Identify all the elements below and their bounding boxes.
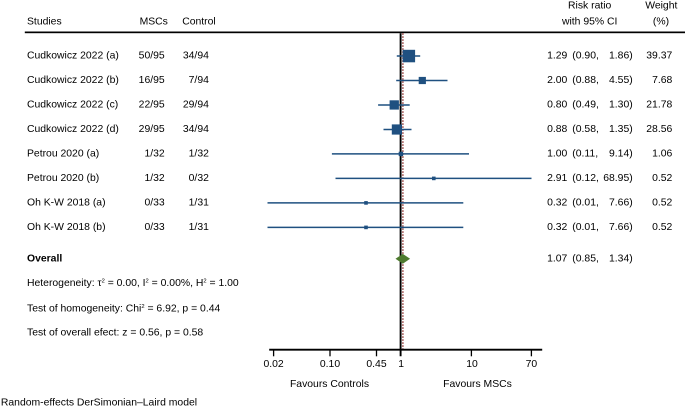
svg-text:(%): (%) [653,17,669,28]
svg-text:(0.49,: (0.49, [572,100,599,111]
svg-text:1: 1 [398,359,404,370]
svg-text:2.00: 2.00 [547,75,567,86]
svg-text:0.88: 0.88 [547,124,567,135]
svg-text:0.80: 0.80 [547,100,567,111]
svg-text:(0.01,: (0.01, [572,198,599,209]
svg-text:Risk ratio: Risk ratio [568,1,612,12]
svg-text:39.37: 39.37 [646,51,672,62]
svg-text:1.35): 1.35) [609,124,633,135]
svg-text:0/33: 0/33 [144,222,164,233]
svg-text:4.55): 4.55) [609,75,633,86]
svg-text:22/95: 22/95 [139,100,165,111]
svg-text:0/33: 0/33 [144,198,164,209]
svg-text:1.86): 1.86) [609,51,633,62]
svg-text:(0.85,: (0.85, [572,253,599,264]
svg-text:Petrou 2020 (a): Petrou 2020 (a) [27,149,99,160]
svg-text:68.95): 68.95) [603,173,632,184]
svg-text:Cudkowicz 2022 (b): Cudkowicz 2022 (b) [27,75,119,86]
svg-text:7.66): 7.66) [609,222,633,233]
svg-text:(0.90,: (0.90, [572,51,599,62]
svg-text:with 95% CI: with 95% CI [561,17,617,28]
svg-text:7/94: 7/94 [189,75,209,86]
svg-text:Test of overall efect: z = 0.5: Test of overall efect: z = 0.56, p = 0.5… [27,328,203,339]
svg-text:Oh K-W 2018 (a): Oh K-W 2018 (a) [27,198,106,209]
svg-text:1/32: 1/32 [144,173,164,184]
svg-text:1.06: 1.06 [652,149,672,160]
svg-text:0.32: 0.32 [547,198,567,209]
svg-text:0.45: 0.45 [366,359,386,370]
svg-text:1/31: 1/31 [189,198,209,209]
svg-text:0.32: 0.32 [547,222,567,233]
svg-text:0.52: 0.52 [652,173,672,184]
svg-text:Cudkowicz 2022 (c): Cudkowicz 2022 (c) [27,100,118,111]
svg-text:16/95: 16/95 [139,75,165,86]
svg-text:Random-effects DerSimonian–Lai: Random-effects DerSimonian–Laird model [1,398,197,409]
svg-text:0/32: 0/32 [189,173,209,184]
svg-text:1.29: 1.29 [547,51,567,62]
svg-text:0.02: 0.02 [263,359,283,370]
svg-text:1/31: 1/31 [189,222,209,233]
svg-text:1.00: 1.00 [547,149,567,160]
svg-text:50/95: 50/95 [139,51,165,62]
svg-text:29/95: 29/95 [139,124,165,135]
svg-text:2.91: 2.91 [547,173,567,184]
svg-text:34/94: 34/94 [183,124,209,135]
svg-text:Petrou 2020 (b): Petrou 2020 (b) [27,173,99,184]
svg-text:9.14): 9.14) [609,149,633,160]
svg-text:7.66): 7.66) [609,198,633,209]
svg-text:Studies: Studies [27,17,62,28]
svg-text:1.30): 1.30) [609,100,633,111]
svg-text:Oh K-W 2018 (b): Oh K-W 2018 (b) [27,222,106,233]
svg-text:70: 70 [526,359,538,370]
svg-text:1/32: 1/32 [144,149,164,160]
svg-text:Control: Control [182,17,216,28]
svg-text:1.34): 1.34) [609,253,633,264]
svg-text:0.52: 0.52 [652,198,672,209]
svg-text:(0.88,: (0.88, [572,75,599,86]
svg-text:7.68: 7.68 [652,75,672,86]
svg-text:Overall: Overall [27,253,62,264]
svg-text:Favours MSCs: Favours MSCs [443,379,512,390]
svg-text:34/94: 34/94 [183,51,209,62]
svg-text:Cudkowicz 2022 (d): Cudkowicz 2022 (d) [27,124,119,135]
svg-text:MSCs: MSCs [140,17,168,28]
svg-text:28.56: 28.56 [646,124,672,135]
svg-text:Favours Controls: Favours Controls [290,379,369,390]
svg-text:1/32: 1/32 [189,149,209,160]
svg-text:(0.58,: (0.58, [572,124,599,135]
svg-text:(0.12,: (0.12, [572,173,599,184]
svg-text:Cudkowicz 2022 (a): Cudkowicz 2022 (a) [27,51,119,62]
svg-text:29/94: 29/94 [183,100,209,111]
svg-text:10: 10 [466,359,478,370]
svg-text:21.78: 21.78 [646,100,672,111]
svg-text:0.52: 0.52 [652,222,672,233]
svg-text:Weight: Weight [645,1,677,12]
svg-text:(0.01,: (0.01, [572,222,599,233]
svg-text:1.07: 1.07 [547,253,567,264]
svg-text:0.10: 0.10 [320,359,340,370]
svg-text:Heterogeneity: τ2​ = 0.00, I2​: Heterogeneity: τ2​ = 0.00, I2​ = 0.00%, … [27,278,239,289]
svg-text:(0.11,: (0.11, [572,149,598,160]
svg-text:Test of homogeneity: Chi2​ = 6: Test of homogeneity: Chi2​ = 6.92, p = 0… [27,304,220,315]
